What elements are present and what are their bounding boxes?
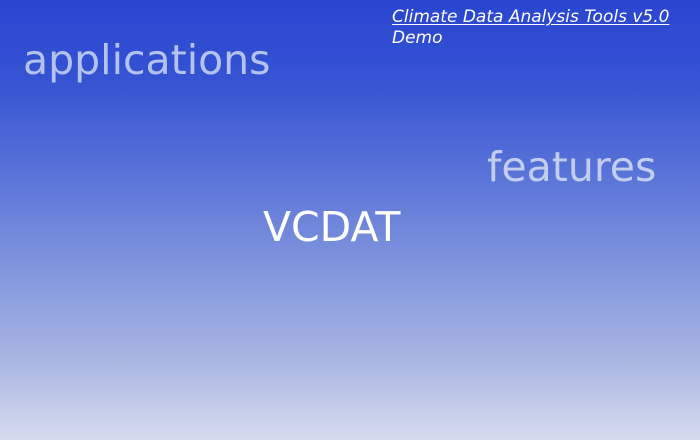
header-block: Climate Data Analysis Tools v5.0 Demo: [392, 7, 692, 49]
applications-link[interactable]: applications: [23, 36, 271, 84]
vcdat-link[interactable]: VCDAT: [263, 203, 401, 251]
features-link[interactable]: features: [487, 143, 657, 191]
demo-link[interactable]: Demo: [392, 28, 443, 48]
app-title-link[interactable]: Climate Data Analysis Tools v5.0: [392, 7, 670, 27]
